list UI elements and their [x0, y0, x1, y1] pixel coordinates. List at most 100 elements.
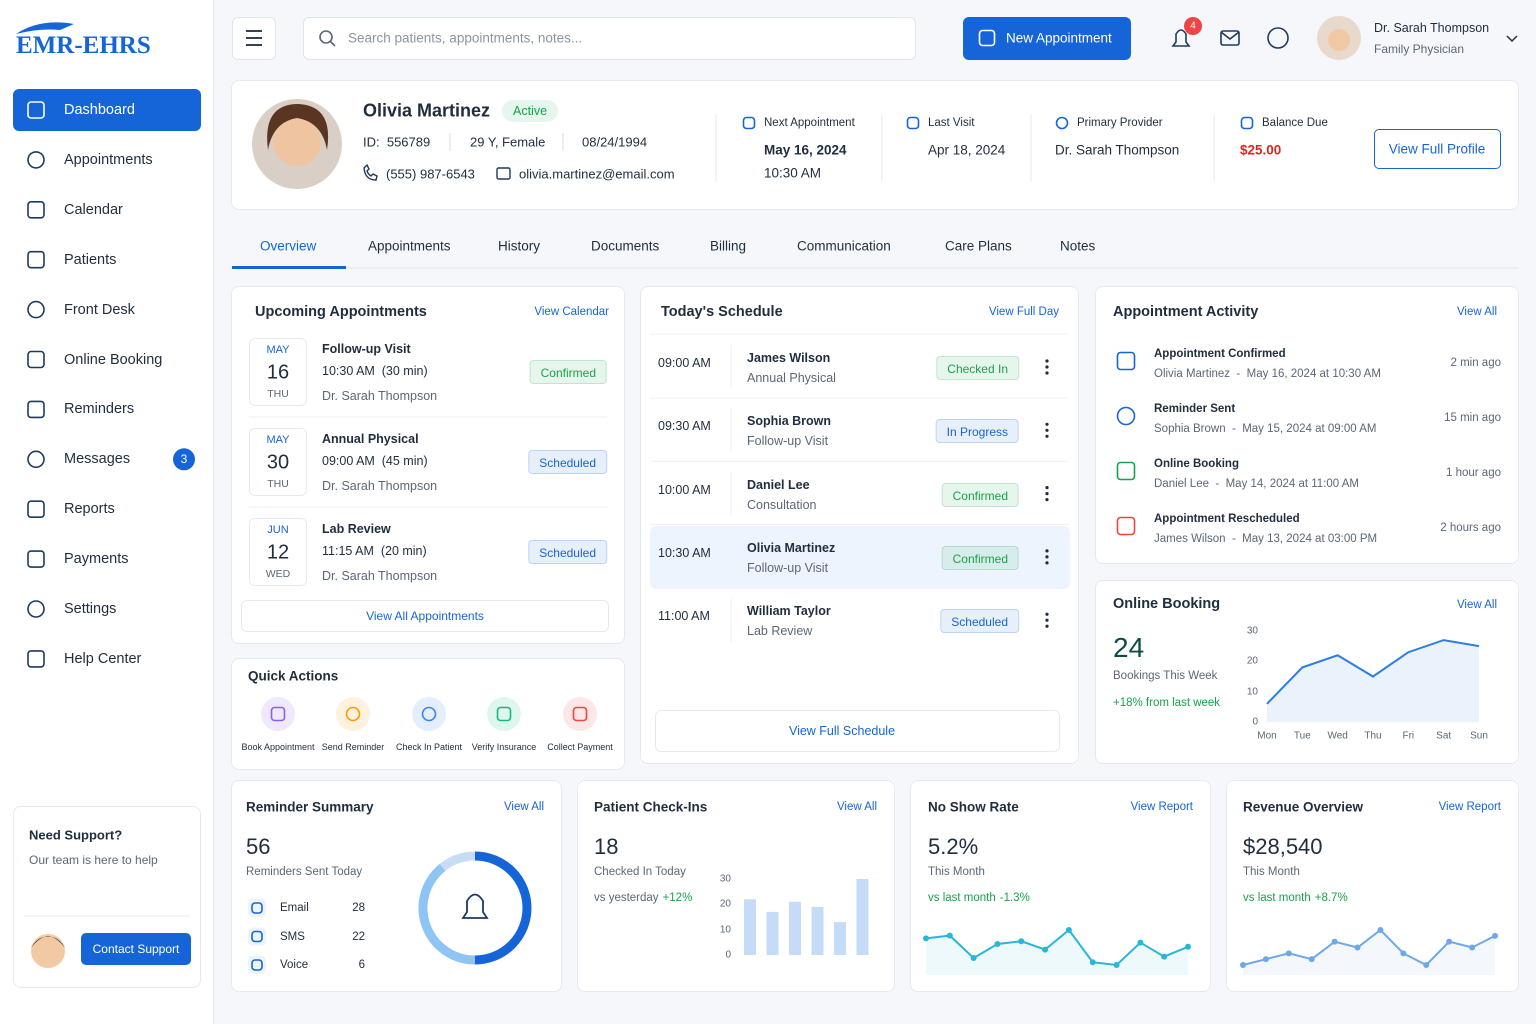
tab[interactable]: Overview — [260, 238, 317, 254]
contact-support-button[interactable] — [81, 933, 191, 965]
card-title: No Show Rate — [928, 799, 1019, 815]
quick-action[interactable]: Verify Insurance — [471, 742, 537, 752]
kpi-label: This Month — [1243, 866, 1300, 878]
kpi-change: -1.3% — [999, 892, 1030, 904]
mail-icon — [1220, 30, 1240, 46]
button-label[interactable]: View All Appointments — [366, 609, 484, 623]
tab[interactable]: History — [498, 238, 541, 254]
tab[interactable]: Communication — [797, 238, 891, 254]
support-text: Our team is here to help — [29, 853, 158, 867]
date-day: 30 — [266, 451, 290, 474]
x-tick-label: Wed — [1327, 730, 1348, 742]
card-link[interactable]: View All — [1456, 599, 1497, 611]
tab[interactable]: Notes — [1060, 238, 1096, 254]
menu-button[interactable] — [232, 17, 276, 60]
x-tick-label: Mon — [1257, 730, 1277, 742]
view-profile-label[interactable]: View Full Profile — [1388, 141, 1486, 157]
quick-action[interactable]: Check In Patient — [395, 742, 463, 752]
schedule-patient[interactable]: James Wilson — [747, 351, 831, 365]
kpi-value: $28,540 — [1243, 834, 1323, 859]
kpi-value: 5.2% — [928, 834, 979, 859]
nav-item[interactable]: Reports — [64, 501, 115, 518]
status-pill: Confirmed — [529, 360, 607, 384]
tab[interactable]: Appointments — [368, 238, 451, 254]
user-role: Family Physician — [1374, 42, 1465, 56]
activity-time: 2 hours ago — [1440, 522, 1501, 534]
schedule-visit: Consultation — [747, 497, 817, 512]
schedule-patient[interactable]: Olivia Martinez — [747, 540, 836, 555]
checkins-card — [577, 780, 895, 992]
y-tick-label: 20 — [719, 898, 731, 910]
nav-item[interactable]: Appointments — [64, 151, 153, 168]
schedule-patient[interactable]: William Taylor — [747, 604, 831, 619]
button-label[interactable]: View Full Schedule — [788, 724, 896, 738]
nav-item[interactable]: Reminders — [64, 401, 135, 418]
card-title: Upcoming Appointments — [255, 304, 427, 320]
activity-detail: Daniel Lee - May 14, 2024 at 11:00 AM — [1154, 478, 1359, 490]
nav-item[interactable]: Messages — [64, 451, 131, 468]
date-month: MAY — [266, 344, 290, 356]
stat-label: Primary Provider — [1077, 117, 1163, 129]
schedule-patient[interactable]: Daniel Lee — [747, 477, 810, 492]
card-link[interactable]: View All — [1456, 306, 1497, 318]
card-link[interactable]: View All — [503, 801, 544, 813]
nav-item[interactable]: Front Desk — [64, 301, 135, 318]
view-profile-button[interactable] — [1374, 129, 1501, 169]
search-box[interactable] — [303, 17, 916, 60]
kpi-change-label: vs last month — [1243, 892, 1311, 904]
activity-detail: James Wilson - May 13, 2024 at 03:00 PM — [1154, 533, 1378, 545]
activity-detail: Sophia Brown - May 15, 2024 at 09:00 AM — [1154, 423, 1377, 435]
patient-dob: 08/24/1994 — [582, 134, 648, 150]
tab[interactable]: Documents — [591, 238, 660, 254]
schedule-patient[interactable]: Sophia Brown — [747, 414, 832, 429]
status-pill: Checked In — [936, 356, 1019, 380]
activity-card — [1095, 286, 1519, 564]
schedule-time: 11:00 AM — [658, 609, 710, 624]
kpi-change: +18% from last week — [1113, 697, 1221, 709]
nav-item[interactable]: Online Booking — [64, 351, 163, 368]
date-day: 12 — [266, 541, 290, 564]
status-pill: Scheduled — [940, 609, 1019, 634]
card-link[interactable]: View Full Day — [988, 306, 1059, 318]
nav-item[interactable]: Payments — [64, 551, 129, 568]
activity-time: 1 hour ago — [1446, 467, 1501, 479]
nav-item[interactable]: Calendar — [64, 201, 123, 218]
tab[interactable]: Care Plans — [945, 238, 1012, 254]
legend-entry: SMS — [280, 930, 305, 943]
schedule-visit: Follow-up Visit — [747, 560, 829, 575]
kpi-change-label: vs last month — [928, 892, 996, 904]
patient-name: Olivia Martinez — [363, 100, 491, 121]
quick-action[interactable]: Book Appointment — [241, 742, 315, 752]
search-placeholder[interactable]: Search patients, appointments, notes... — [348, 30, 583, 46]
card-title: Quick Actions — [248, 668, 339, 684]
appointment-time: 11:15 AM (20 min) — [322, 544, 427, 558]
date-weekday: THU — [267, 478, 289, 490]
date-day: 16 — [266, 361, 290, 384]
kpi-label: Checked In Today — [594, 866, 686, 878]
contact-support-label[interactable]: Contact Support — [92, 942, 180, 956]
legend-entry: Voice — [280, 959, 309, 971]
stat-sub: 10:30 AM — [764, 165, 822, 181]
nav-item[interactable]: Dashboard — [64, 102, 135, 118]
tab[interactable]: Billing — [710, 238, 747, 254]
card-link[interactable]: View Report — [1438, 801, 1501, 813]
nav-item[interactable]: Help Center — [64, 650, 142, 667]
schedule-time: 10:00 AM — [658, 482, 711, 497]
new-appointment-label[interactable]: New Appointment — [1006, 30, 1112, 46]
y-tick-label: 10 — [719, 924, 731, 936]
view-full-schedule-button[interactable] — [655, 710, 1060, 752]
nav-item[interactable]: Patients — [64, 251, 117, 268]
user-avatar-face — [1328, 29, 1350, 51]
nav-item[interactable]: Settings — [64, 601, 117, 617]
card-link[interactable]: View Report — [1130, 801, 1193, 813]
quick-action[interactable]: Send Reminder — [321, 742, 385, 752]
support-title: Need Support? — [29, 827, 123, 843]
quick-action[interactable]: Collect Payment — [547, 742, 613, 752]
view-all-appointments-button[interactable] — [241, 600, 609, 632]
card-link[interactable]: View All — [836, 801, 877, 813]
date-box — [249, 518, 307, 586]
card-link[interactable]: View Calendar — [534, 306, 609, 318]
user-name[interactable]: Dr. Sarah Thompson — [1374, 21, 1490, 35]
kpi-change-label: vs yesterday — [594, 892, 659, 904]
